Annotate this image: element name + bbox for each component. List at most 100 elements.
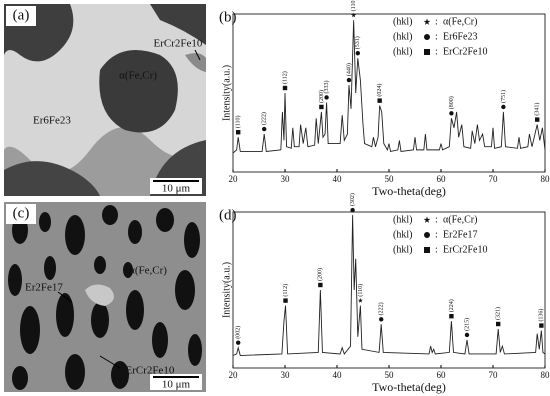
legend-hkl: (hkl) xyxy=(393,16,412,27)
dark-phase xyxy=(126,290,144,330)
phase-label: α(Fe,Cr) xyxy=(129,265,167,277)
peak-label: (024) xyxy=(376,84,383,97)
x-tick-label: 60 xyxy=(437,370,447,380)
panel-label: (d) xyxy=(219,207,237,223)
marker xyxy=(449,314,454,319)
marker xyxy=(424,247,430,253)
peak-label: (531) xyxy=(354,36,361,49)
marker xyxy=(318,282,323,288)
peak-label: (222) xyxy=(261,112,268,125)
label-box xyxy=(6,6,36,26)
marker xyxy=(351,12,357,18)
pointer xyxy=(99,355,121,369)
x-tick-label: 70 xyxy=(489,370,499,380)
marker xyxy=(236,130,241,135)
phase-label: Er2Fe17 xyxy=(25,282,63,294)
panel-label: (c) xyxy=(13,205,30,221)
dark-phase xyxy=(39,212,51,232)
pointer xyxy=(194,49,201,61)
legend-hkl: (hkl) xyxy=(393,46,412,57)
panel-label: (a) xyxy=(13,7,30,23)
x-tick-label: 30 xyxy=(281,174,291,184)
dark-phase xyxy=(175,270,195,310)
legend-separator: : xyxy=(435,229,438,240)
xrd-line xyxy=(232,20,546,154)
peak-label: (800) xyxy=(448,96,455,109)
marker xyxy=(535,117,540,122)
marker xyxy=(346,77,352,83)
dark-phase xyxy=(152,322,168,358)
x-tick-label: 60 xyxy=(437,174,447,184)
label-box xyxy=(6,204,36,224)
peak-label: (215) xyxy=(463,318,470,331)
marker xyxy=(283,298,288,303)
plot-frame xyxy=(232,211,546,369)
peak-label: (110) xyxy=(350,0,357,11)
dark-phase xyxy=(188,334,202,366)
phase-label: Er6Fe23 xyxy=(33,115,71,127)
micrograph-a: 10 μm (a) α(Fe,Cr) ErCr2Fe10 Er6Fe23 xyxy=(4,4,206,196)
grey-phase xyxy=(185,53,206,72)
xrd-line xyxy=(232,215,546,356)
panel-label: (b) xyxy=(219,9,237,25)
marker xyxy=(464,332,470,338)
x-tick-label: 20 xyxy=(229,174,239,184)
x-tick-label: 40 xyxy=(333,174,343,184)
plot-frame xyxy=(232,13,546,173)
peak-label: (333) xyxy=(323,80,330,93)
marker xyxy=(539,323,544,328)
legend-name: ErCr2Fe10 xyxy=(443,244,487,255)
legend-name: α(Fe,Cr) xyxy=(443,214,477,225)
dark-phase xyxy=(184,222,200,258)
dark-phase xyxy=(4,161,100,196)
x-tick-label: 50 xyxy=(385,174,395,184)
x-axis-label: Two-theta(deg) xyxy=(372,380,446,394)
dark-phase xyxy=(99,50,178,133)
peak-label: (302) xyxy=(349,193,356,206)
marker xyxy=(496,321,501,327)
dark-phase xyxy=(94,256,106,274)
marker xyxy=(319,104,324,110)
marker xyxy=(324,95,329,100)
peak-label: (110) xyxy=(235,115,242,128)
legend-separator: : xyxy=(435,244,438,255)
dark-phase xyxy=(156,208,174,232)
legend-name: Er2Fe17 xyxy=(443,229,477,240)
marker xyxy=(282,85,288,91)
y-axis-label: Intensity(a.u.) xyxy=(221,262,232,318)
legend-separator: : xyxy=(435,31,438,42)
peak-label: (751) xyxy=(500,90,507,103)
marker xyxy=(350,207,355,213)
dark-phase xyxy=(150,4,206,45)
x-tick-label: 20 xyxy=(229,370,239,380)
dark-phase xyxy=(65,215,85,255)
dark-phase xyxy=(65,354,85,390)
dark-phase-group xyxy=(8,205,202,390)
marker xyxy=(501,104,506,110)
peak-label: (440) xyxy=(345,63,352,76)
marker xyxy=(355,51,360,56)
dark-phase xyxy=(111,361,129,389)
peak-label: (200) xyxy=(318,90,325,103)
dark-phase xyxy=(102,205,118,225)
phase-label: ErCr2Fe10 xyxy=(154,38,203,50)
legend-separator: : xyxy=(435,46,438,57)
peak-label: (222) xyxy=(378,302,385,315)
x-tick-label: 80 xyxy=(541,370,550,380)
marker xyxy=(357,297,363,303)
marker xyxy=(236,340,241,345)
phase-label: α(Fe,Cr) xyxy=(119,70,157,82)
legend-name: ErCr2Fe10 xyxy=(443,46,487,57)
marker xyxy=(423,216,431,223)
peak-label: (341) xyxy=(534,103,541,116)
x-tick-label: 30 xyxy=(281,370,291,380)
peak-label: (112) xyxy=(281,71,288,84)
peak-label: (224) xyxy=(448,299,455,312)
legend-hkl: (hkl) xyxy=(393,31,412,42)
x-tick-label: 80 xyxy=(541,174,550,184)
pointer xyxy=(57,291,73,303)
dark-phase xyxy=(20,306,40,354)
x-tick-label: 40 xyxy=(333,370,343,380)
y-axis-label: Intensity(a.u.) xyxy=(221,65,232,121)
